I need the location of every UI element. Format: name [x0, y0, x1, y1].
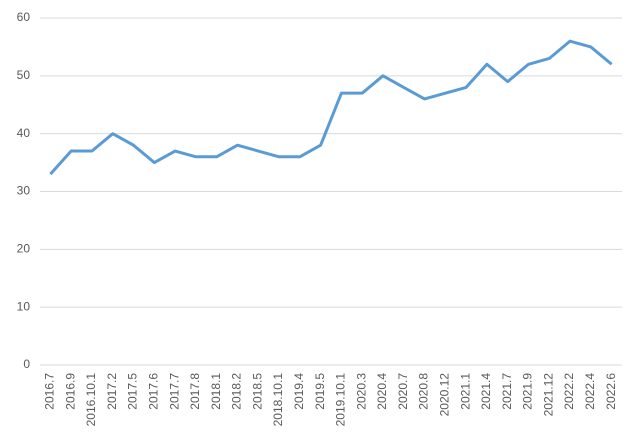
x-tick-label: 2016.7 — [43, 373, 57, 410]
y-tick-label: 30 — [17, 184, 31, 198]
x-tick-label: 2017.6 — [146, 373, 160, 410]
y-tick-label: 60 — [17, 10, 31, 24]
x-tick-label: 2019.10.1 — [334, 373, 348, 427]
x-tick-label: 2021.9 — [521, 373, 535, 410]
x-tick-label: 2019.4 — [292, 373, 306, 410]
y-tick-label: 50 — [17, 68, 31, 82]
x-tick-label: 2020.7 — [396, 373, 410, 410]
x-tick-label: 2020.3 — [354, 373, 368, 410]
y-tick-label: 40 — [17, 126, 31, 140]
data-line — [49, 39, 613, 176]
x-tick-label: 2021.4 — [479, 373, 493, 410]
y-tick-label: 10 — [17, 299, 31, 313]
y-tick-label: 0 — [23, 357, 30, 371]
x-tick-label: 2018.1 — [209, 373, 223, 410]
x-tick-label: 2017.8 — [188, 373, 202, 410]
x-tick-label: 2016.10.1 — [84, 373, 98, 427]
x-tick-label: 2021.1 — [458, 373, 472, 410]
x-tick-label: 2022.4 — [583, 373, 597, 410]
x-tick-label: 2021.7 — [500, 373, 514, 410]
x-tick-label: 2018.2 — [230, 373, 244, 410]
x-tick-label: 2017.5 — [126, 373, 140, 410]
x-tick-label: 2017.7 — [167, 373, 181, 410]
x-tick-label: 2021.12 — [541, 373, 555, 417]
x-tick-label: 2018.10.1 — [271, 373, 285, 427]
x-tick-label: 2020.12 — [437, 373, 451, 417]
y-tick-label: 20 — [17, 242, 31, 256]
x-tick-label: 2017.2 — [105, 373, 119, 410]
x-tick-label: 2020.4 — [375, 373, 389, 410]
x-tick-label: 2018.5 — [250, 373, 264, 410]
x-tick-label: 2019.5 — [313, 373, 327, 410]
x-tick-label: 2022.6 — [604, 373, 618, 410]
x-tick-label: 2016.9 — [63, 373, 77, 410]
x-tick-label: 2020.8 — [417, 373, 431, 410]
x-tick-label: 2022.2 — [562, 373, 576, 410]
